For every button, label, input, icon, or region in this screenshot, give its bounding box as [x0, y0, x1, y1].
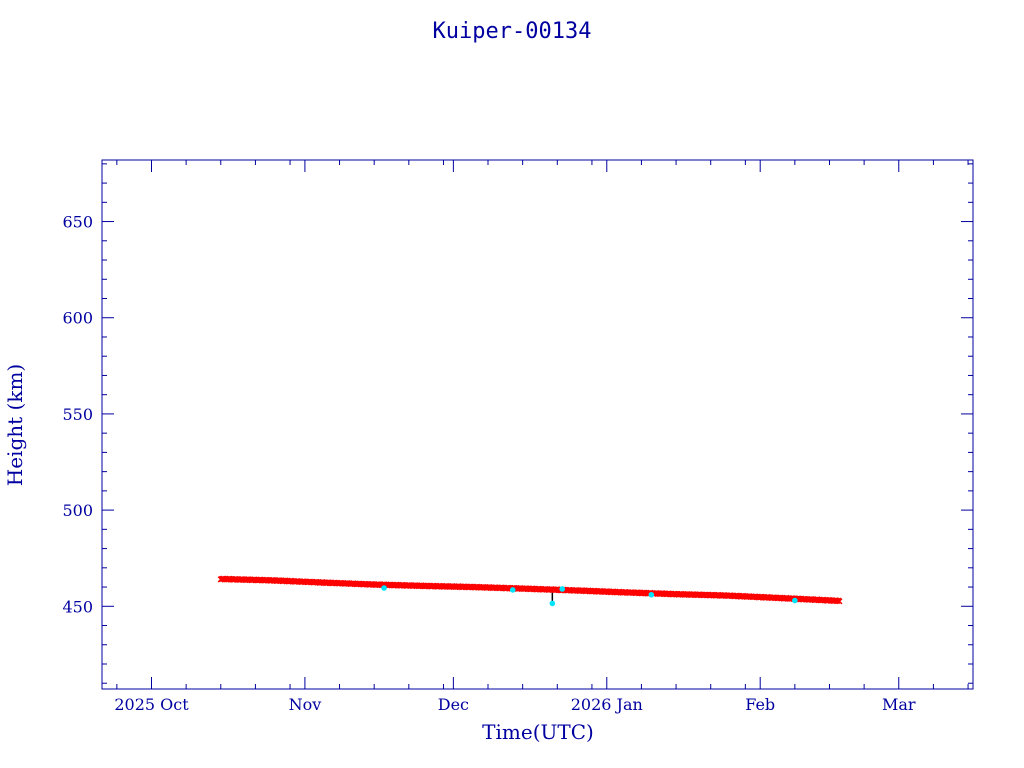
outlier-point — [381, 585, 387, 591]
y-axis-ticks: 450 500 550 600 650 — [62, 213, 973, 616]
outlier-point — [648, 591, 655, 598]
data-marks — [217, 575, 843, 607]
y-axis-label: Height (km) — [3, 364, 27, 486]
y-tick-label: 550 — [62, 405, 93, 424]
y-tick-label: 650 — [62, 213, 93, 232]
x-tick-label: Mar — [882, 695, 916, 714]
x-axis-label: Time(UTC) — [482, 720, 594, 744]
x-tick-label: Dec — [438, 695, 469, 714]
x-axis-ticks: 2025 Oct Nov Dec 2026 Jan Feb Mar — [114, 160, 916, 714]
outlier-point — [559, 586, 566, 592]
outlier-point — [792, 597, 798, 604]
x-tick-label: Feb — [745, 695, 775, 714]
x-tick-label: Nov — [289, 695, 322, 714]
x-tick-label: 2026 Jan — [571, 695, 643, 714]
minor-ticks — [102, 160, 973, 689]
data-point — [836, 598, 843, 605]
outlier-point — [549, 600, 556, 607]
plot-frame — [101, 159, 974, 690]
chart-title: Kuiper-00134 — [433, 19, 592, 44]
y-tick-label: 600 — [62, 309, 93, 328]
outlier-point — [509, 587, 516, 593]
y-tick-label: 450 — [62, 597, 93, 616]
y-tick-label: 500 — [62, 501, 93, 520]
x-tick-label: 2025 Oct — [114, 695, 189, 714]
